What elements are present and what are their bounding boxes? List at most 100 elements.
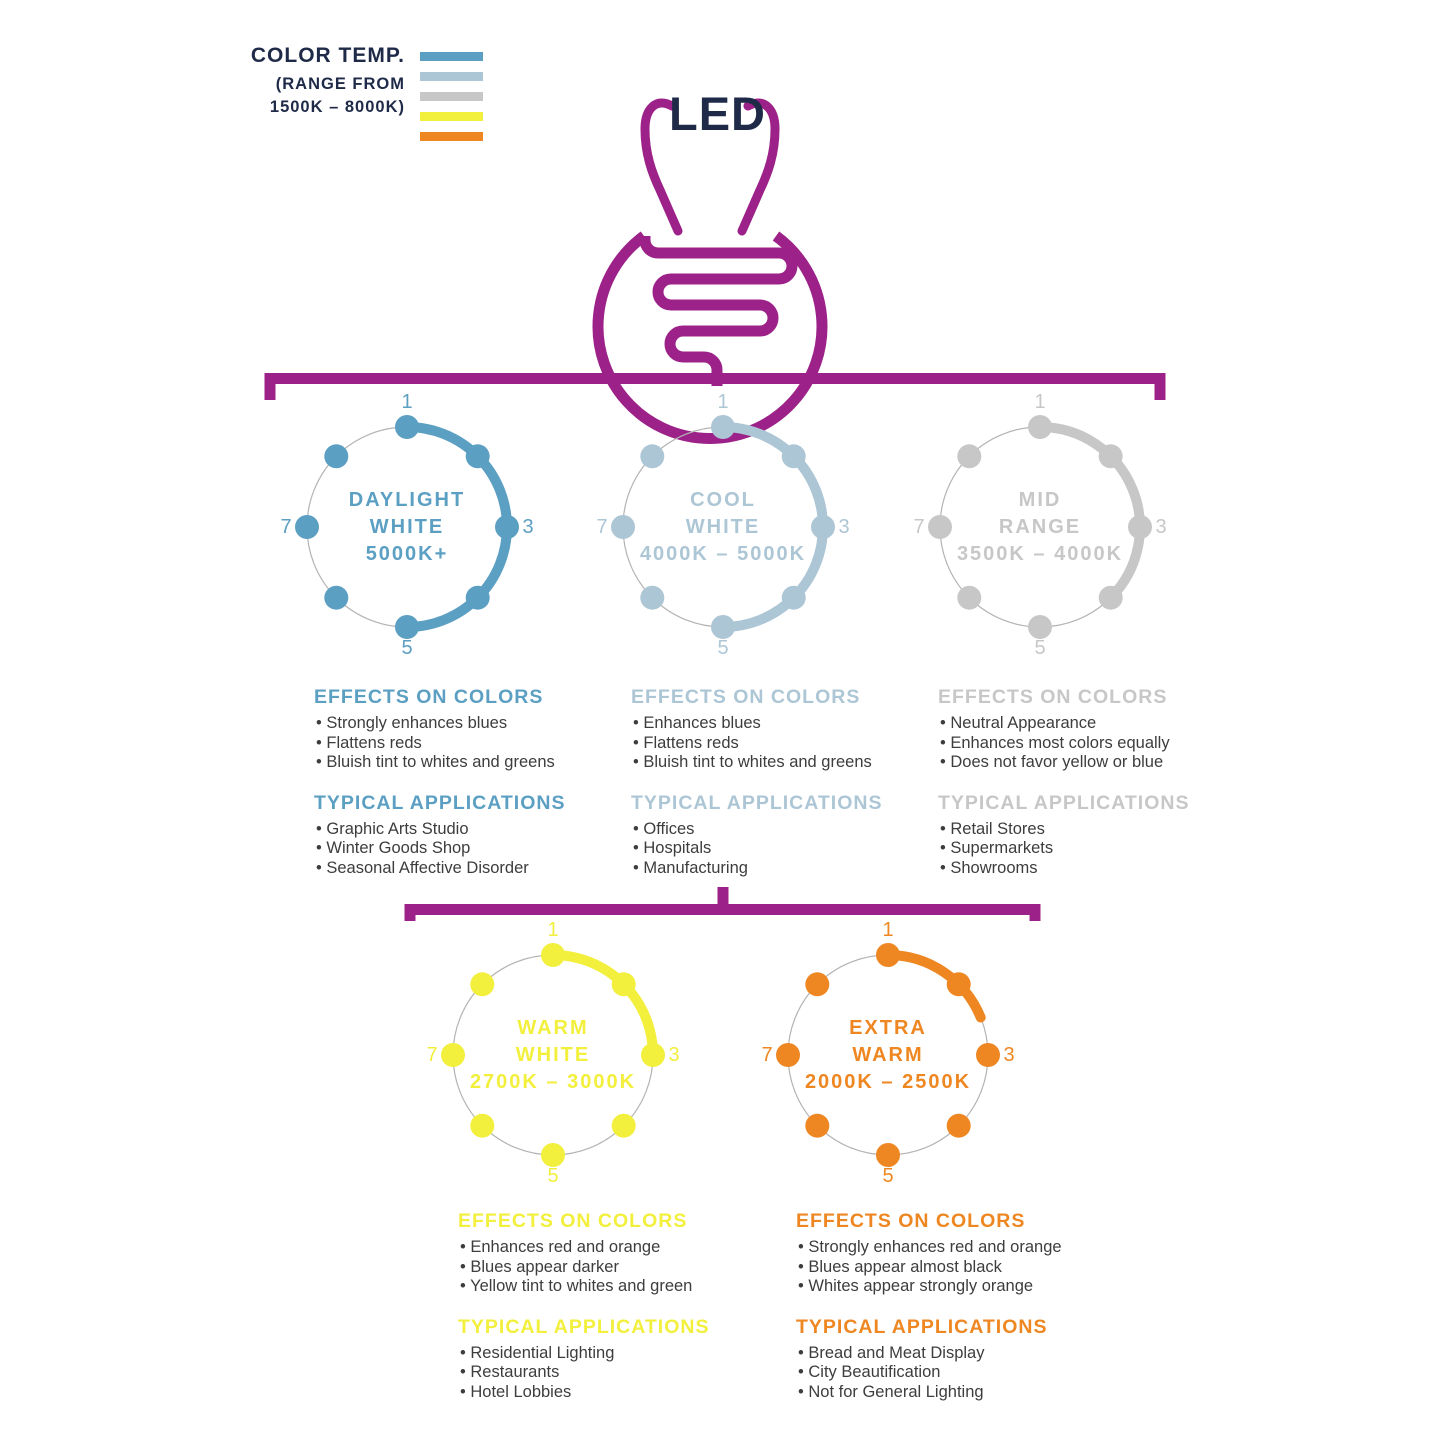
list-item: Whites appear strongly orange	[798, 1277, 1136, 1297]
dial-arc	[883, 950, 986, 1023]
tick-5: 5	[882, 1165, 894, 1187]
list-item: Enhances most colors equally	[940, 734, 1278, 754]
temp-circle-cool-white: 1 3 5 7 COOL WHITE 4000K – 5000K	[588, 391, 858, 662]
applications-heading: TYPICAL APPLICATIONS	[458, 1315, 710, 1338]
list-item: Enhances blues	[633, 714, 971, 734]
list-item: City Beautification	[798, 1363, 1136, 1383]
list-item: Offices	[633, 820, 971, 840]
tick-5: 5	[717, 637, 729, 659]
tick-1: 1	[401, 391, 413, 413]
tick-7: 7	[280, 516, 292, 538]
dial-dot-7	[928, 515, 952, 539]
dial-dot-1	[711, 415, 735, 439]
dial-dot-2	[946, 972, 971, 997]
bulb-filament-right	[737, 98, 780, 236]
list-item: Neutral Appearance	[940, 714, 1278, 734]
dial-dot-2	[611, 972, 636, 997]
dial-dot-3	[976, 1043, 1000, 1067]
legend-title: COLOR TEMP.	[250, 44, 405, 67]
applications-list: Retail Stores Supermarkets Showrooms	[938, 820, 1278, 879]
tick-3: 3	[838, 516, 850, 538]
list-item: Flattens reds	[633, 734, 971, 754]
dial-arc	[1035, 422, 1145, 603]
details-mid-range: EFFECTS ON COLORS Neutral Appearance Enh…	[938, 686, 1278, 878]
dial-dot-5	[541, 1143, 565, 1167]
temp-dial	[776, 943, 1000, 1167]
list-item: Bluish tint to whites and greens	[316, 753, 654, 773]
branch-line-row2	[404, 904, 1041, 921]
applications-list: Offices Hospitals Manufacturing	[631, 820, 971, 879]
tick-5: 5	[1034, 637, 1046, 659]
tick-7: 7	[426, 1044, 438, 1066]
dial-dot-7	[295, 515, 319, 539]
list-item: Blues appear darker	[460, 1258, 798, 1278]
temp-dial	[441, 943, 665, 1167]
effects-heading: EFFECTS ON COLORS	[796, 1210, 1026, 1232]
list-item: Retail Stores	[940, 820, 1278, 840]
dial-dot-1	[541, 943, 565, 967]
tick-1: 1	[547, 919, 559, 941]
list-item: Strongly enhances blues	[316, 714, 654, 734]
circle-label: EXTRA WARM 2000K – 2500K	[804, 1016, 972, 1093]
dial-dot-2	[781, 444, 806, 469]
effects-heading: EFFECTS ON COLORS	[631, 686, 861, 708]
effects-list: Strongly enhances red and orange Blues a…	[796, 1238, 1136, 1297]
dial-dot-4	[1098, 585, 1123, 610]
tick-3: 3	[668, 1044, 680, 1066]
dial-dot-1	[876, 943, 900, 967]
dial-dot-4	[946, 1113, 971, 1138]
details-cool-white: EFFECTS ON COLORS Enhances blues Flatten…	[631, 686, 971, 878]
temp-circle-daylight-white: 1 3 5 7 DAYLIGHT WHITE 5000K+	[272, 391, 542, 662]
tick-3: 3	[522, 516, 534, 538]
tick-1: 1	[717, 391, 729, 413]
details-daylight-white: EFFECTS ON COLORS Strongly enhances blue…	[314, 686, 654, 878]
list-item: Bread and Meat Display	[798, 1344, 1136, 1364]
dial-dot-5	[395, 615, 419, 639]
circle-label: MID RANGE 3500K – 4000K	[956, 488, 1124, 565]
legend-subtitle: (RANGE FROM 1500K – 8000K)	[269, 75, 405, 116]
legend-swatch-warm-white	[420, 112, 483, 121]
led-title: LED	[669, 87, 766, 140]
effects-heading: EFFECTS ON COLORS	[938, 686, 1168, 708]
tick-3: 3	[1155, 516, 1167, 538]
legend-swatch-mid-range	[420, 92, 483, 101]
bulb-base-squiggle	[639, 236, 798, 386]
dial-dot-6	[470, 1113, 495, 1138]
dial-dot-8	[957, 444, 982, 469]
legend-swatch-daylight-white	[420, 52, 483, 61]
tick-7: 7	[761, 1044, 773, 1066]
branch-line-row1	[264, 373, 1166, 400]
list-item: Blues appear almost black	[798, 1258, 1136, 1278]
tick-5: 5	[401, 637, 413, 659]
circle-label: COOL WHITE 4000K – 5000K	[639, 488, 807, 565]
legend: COLOR TEMP. (RANGE FROM 1500K – 8000K)	[160, 44, 405, 119]
temp-circle-extra-warm: 1 3 5 7 EXTRA WARM 2000K – 2500K	[753, 919, 1023, 1190]
dial-dot-7	[611, 515, 635, 539]
list-item: Hospitals	[633, 839, 971, 859]
dial-dot-6	[957, 585, 982, 610]
list-item: Seasonal Affective Disorder	[316, 859, 654, 879]
dial-dot-3	[495, 515, 519, 539]
dial-dot-8	[324, 444, 349, 469]
dial-dot-4	[465, 585, 490, 610]
dial-dot-4	[781, 585, 806, 610]
list-item: Manufacturing	[633, 859, 971, 879]
list-item: Does not favor yellow or blue	[940, 753, 1278, 773]
temp-circle-mid-range: 1 3 5 7 MID RANGE 3500K – 4000K	[905, 391, 1175, 662]
applications-heading: TYPICAL APPLICATIONS	[796, 1315, 1048, 1338]
effects-list: Enhances red and orange Blues appear dar…	[458, 1238, 798, 1297]
applications-list: Graphic Arts Studio Winter Goods Shop Se…	[314, 820, 654, 879]
dial-dot-7	[776, 1043, 800, 1067]
dial-dot-1	[395, 415, 419, 439]
temp-circle-warm-white: 1 3 5 7 WARM WHITE 2700K – 3000K	[418, 919, 688, 1190]
temp-dial	[295, 415, 519, 639]
legend-swatch-extra-warm	[420, 132, 483, 141]
dial-dot-5	[1028, 615, 1052, 639]
dial-dot-5	[711, 615, 735, 639]
tick-7: 7	[596, 516, 608, 538]
circle-label: WARM WHITE 2700K – 3000K	[469, 1016, 637, 1093]
applications-heading: TYPICAL APPLICATIONS	[631, 791, 883, 814]
dial-dot-8	[470, 972, 495, 997]
